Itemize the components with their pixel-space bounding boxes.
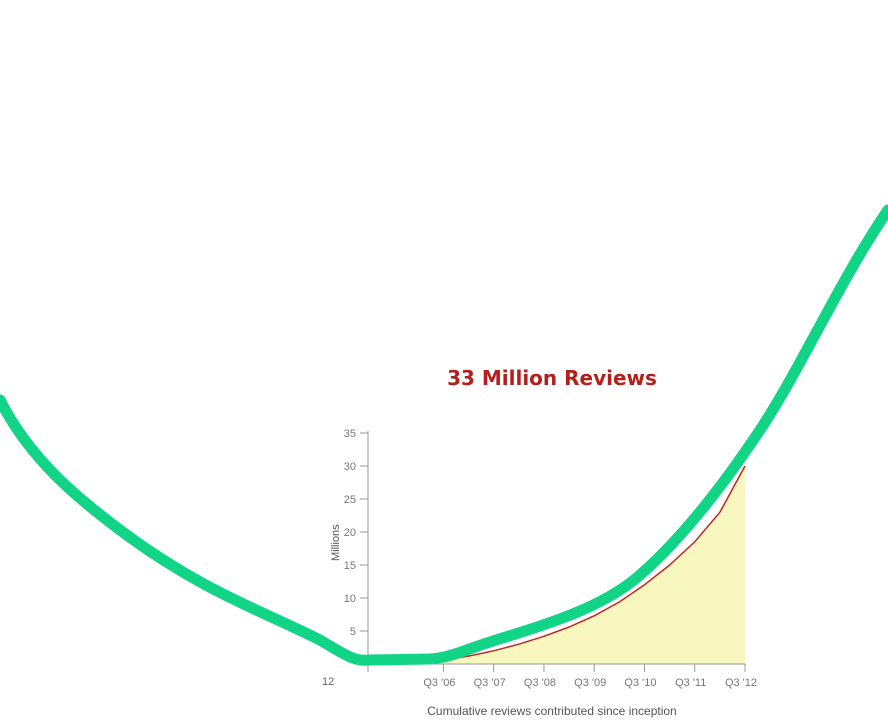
area-fill (368, 466, 745, 664)
x-tick-label: Q3 '12 (725, 677, 757, 689)
y-tick-label: 20 (344, 527, 356, 539)
x-axis-caption: Cumulative reviews contributed since inc… (427, 704, 677, 718)
chart-area-layer (367, 465, 746, 665)
y-tick-label: 10 (344, 593, 356, 605)
y-tick-label: 5 (350, 626, 356, 638)
x-tick-label: Q3 '08 (524, 677, 556, 689)
x-tick-label: Q3 '07 (474, 677, 506, 689)
corner-label: 12 (322, 676, 335, 688)
y-axis-label: Millions (330, 524, 342, 561)
x-tick-label: Q3 '06 (423, 677, 455, 689)
chart-title: 33 Million Reviews (447, 366, 657, 390)
y-tick-label: 35 (344, 428, 356, 440)
x-tick-label: Q3 '09 (574, 677, 606, 689)
y-tick-label: 15 (344, 560, 356, 572)
y-tick-label: 30 (344, 461, 356, 473)
x-tick-label: Q3 '10 (624, 677, 656, 689)
x-tick-label: Q3 '11 (675, 677, 706, 689)
y-tick-label: 25 (344, 494, 356, 506)
green-marker-annotation (0, 204, 888, 666)
